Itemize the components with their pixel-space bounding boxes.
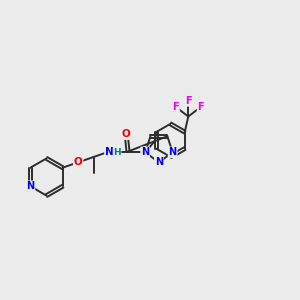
Text: N: N: [26, 181, 34, 191]
Text: F: F: [185, 96, 192, 106]
Text: O: O: [74, 157, 82, 167]
Text: N: N: [155, 157, 163, 167]
Text: F: F: [198, 102, 204, 112]
Text: O: O: [122, 129, 130, 139]
Text: F: F: [172, 102, 179, 112]
Text: N: N: [141, 147, 149, 157]
Text: N: N: [169, 147, 177, 157]
Text: H: H: [113, 148, 121, 157]
Text: N: N: [105, 146, 114, 157]
